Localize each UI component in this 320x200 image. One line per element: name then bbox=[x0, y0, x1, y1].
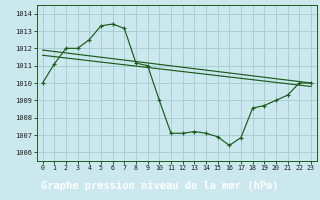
Text: Graphe pression niveau de la mer (hPa): Graphe pression niveau de la mer (hPa) bbox=[41, 181, 279, 191]
